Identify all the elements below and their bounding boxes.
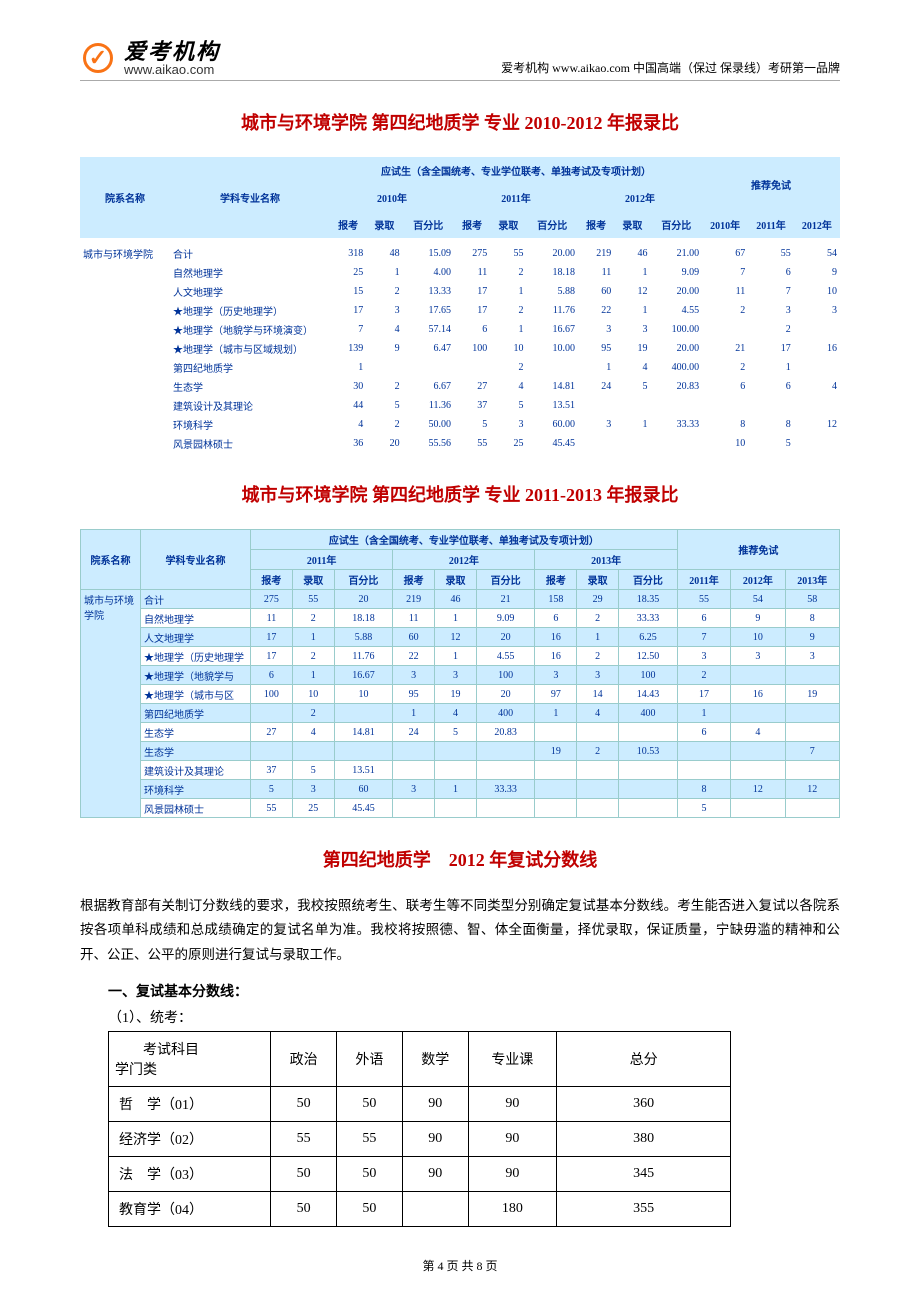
table-row: 人文地理学15213.331715.88601220.0011710 (80, 282, 840, 301)
table-row: 环境科学53603133.3381212 (81, 780, 840, 799)
logo: ✓ 爱考机构 www.aikao.com (80, 40, 220, 76)
table-row: ★地理学（城市与区1001010951920971414.43171619 (81, 685, 840, 704)
table-row: 城市与环境学院合计275552021946211582918.35555458 (81, 590, 840, 609)
table-row: ★地理学（地貌学与环境演变）7457.146116.6733100.002 (80, 320, 840, 339)
page-footer: 第 4 页 共 8 页 (80, 1257, 840, 1274)
table-row: 城市与环境学院合计3184815.092755520.002194621.006… (80, 244, 840, 263)
col-major: 学科专业名称 (170, 157, 330, 238)
table-row: 生态学19210.537 (81, 742, 840, 761)
logo-text-url: www.aikao.com (124, 63, 220, 76)
page-header: ✓ 爱考机构 www.aikao.com 爱考机构 www.aikao.com … (80, 40, 840, 81)
table-row: 建筑设计及其理论44511.3637513.51 (80, 396, 840, 415)
super-header: 应试生（含全国统考、专业学位联考、单独考试及专项计划） (251, 530, 678, 550)
section-title-2: 城市与环境学院 第四纪地质学 专业 2011-2013 年报录比 (80, 481, 840, 507)
table-row: 经济学（02）55559090380 (109, 1121, 731, 1156)
rec-header: 推荐免试 (677, 530, 839, 570)
score-table: 考试科目学门类政治外语数学专业课总分 哲 学（01）50509090360经济学… (108, 1031, 731, 1227)
table-row: ★地理学（历史地理学17211.762214.5516212.50333 (81, 647, 840, 666)
section-title-3: 第四纪地质学 2012 年复试分数线 (80, 846, 840, 872)
section-heading: 一、复试基本分数线： (80, 981, 840, 1001)
table-row: 人文地理学1715.886012201616.257109 (81, 628, 840, 647)
table-row: 哲 学（01）50509090360 (109, 1086, 731, 1121)
table-row: 风景园林硕士552545.455 (81, 799, 840, 818)
table-row: 第四纪地质学1214400.0021 (80, 358, 840, 377)
super-header: 应试生（含全国统考、专业学位联考、单独考试及专项计划） (330, 157, 702, 184)
header-tagline: 爱考机构 www.aikao.com 中国高端（保过 保录线）考研第一品牌 (501, 59, 840, 76)
logo-check-icon: ✓ (80, 40, 116, 76)
table-row: 建筑设计及其理论37513.51 (81, 761, 840, 780)
logo-text-cn: 爱考机构 (124, 41, 220, 63)
col-dept: 院系名称 (81, 530, 141, 590)
table-row: 自然地理学2514.0011218.181119.09769 (80, 263, 840, 282)
table-row: 风景园林硕士362055.56552545.45105 (80, 434, 840, 453)
table-2011-2013: 院系名称 学科专业名称 应试生（含全国统考、专业学位联考、单独考试及专项计划） … (80, 529, 840, 818)
table-row: 教育学（04）5050180355 (109, 1191, 731, 1226)
rec-header: 推荐免试 (702, 157, 840, 211)
table-2010-2012: 院系名称 学科专业名称 应试生（含全国统考、专业学位联考、单独考试及专项计划） … (80, 157, 840, 453)
table-row: ★地理学（城市与区域规划）13996.471001010.00951920.00… (80, 339, 840, 358)
col-major: 学科专业名称 (141, 530, 251, 590)
sub-heading: （1）、统考： (80, 1007, 840, 1027)
table-row: 法 学（03）50509090345 (109, 1156, 731, 1191)
table-row: ★地理学（地貌学与6116.6733100331002 (81, 666, 840, 685)
table-row: 环境科学4250.005360.003133.338812 (80, 415, 840, 434)
table-row: 生态学27414.8124520.8364 (81, 723, 840, 742)
table-row: 生态学3026.6727414.8124520.83664 (80, 377, 840, 396)
table-row: 自然地理学11218.181119.096233.33698 (81, 609, 840, 628)
col-dept: 院系名称 (80, 157, 170, 238)
section-title-1: 城市与环境学院 第四纪地质学 专业 2010-2012 年报录比 (80, 109, 840, 135)
intro-paragraph: 根据教育部有关制订分数线的要求，我校按照统考生、联考生等不同类型分别确定复试基本… (80, 894, 840, 967)
table-row: 第四纪地质学214400144001 (81, 704, 840, 723)
table-row: ★地理学（历史地理学）17317.6517211.762214.55233 (80, 301, 840, 320)
